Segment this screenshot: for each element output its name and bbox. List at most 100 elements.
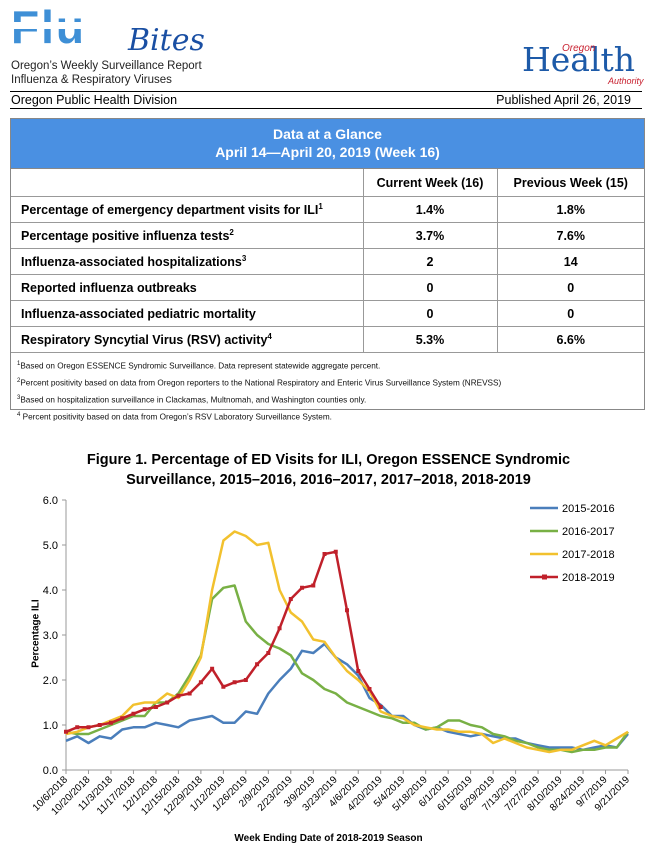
data-point [165,700,170,705]
oha-logo-oregon: Oregon [562,43,596,54]
table-row: Influenza-associated hospitalizations3 2… [11,248,644,275]
current-value: 1.4% [363,196,498,223]
data-point [108,720,113,725]
previous-value: 6.6% [497,326,644,353]
previous-value: 1.8% [497,196,644,223]
data-point [198,680,203,685]
table-row: Percentage of emergency department visit… [11,196,644,223]
data-point [131,711,136,716]
oha-logo-health: Health [522,40,636,79]
y-tick-label: 0.0 [43,765,58,777]
data-point [221,684,226,689]
data-point [176,693,181,698]
y-tick-label: 4.0 [43,585,58,597]
data-point [367,687,372,691]
legend-label: 2018-2019 [562,572,615,584]
data-point [97,723,102,727]
row-label: Respiratory Syncytial Virus (RSV) activi… [11,326,364,353]
division-name: Oregon Public Health Division [11,93,178,107]
current-week-header: Current Week (16) [363,169,498,197]
table-row: Respiratory Syncytial Virus (RSV) activi… [11,326,644,353]
data-at-a-glance: Data at a Glance April 14—April 20, 2019… [10,118,645,422]
header-divider [10,91,642,92]
blank-header-cell [11,169,364,197]
glance-title: Data at a Glance [273,126,382,142]
footnote: 3Based on hospitalization surveillance i… [17,394,367,405]
data-point [378,705,383,709]
legend-label: 2017-2018 [562,549,615,561]
previous-value: 0 [497,300,644,327]
data-point [333,549,338,554]
glance-date-range: April 14—April 20, 2019 (Week 16) [215,144,440,160]
current-value: 3.7% [363,222,498,249]
data-point [75,725,80,730]
data-point [288,597,293,601]
y-tick-label: 3.0 [43,630,58,642]
table-row: Reported influenza outbreaks 0 0 [11,274,644,301]
data-point [64,729,68,734]
data-point [277,626,282,631]
data-point [232,680,237,685]
y-tick-label: 1.0 [43,720,58,732]
report-subtitle: Oregon’s Weekly Surveillance Report [11,60,202,72]
row-label: Influenza-associated hospitalizations3 [11,248,364,275]
current-value: 5.3% [363,326,498,353]
table-row: Influenza-associated pediatric mortality… [11,300,644,327]
data-point [345,608,349,613]
y-tick-label: 6.0 [43,495,58,507]
chart-title: Figure 1. Percentage of ED Visits for IL… [0,450,657,490]
glance-column-headers: Current Week (16) Previous Week (15) [11,169,644,197]
footnote: 2Percent positivity based on data from O… [17,377,502,388]
x-axis-label: Week Ending Date of 2018-2019 Season [234,833,423,844]
legend-marker [542,574,547,580]
y-tick-label: 2.0 [43,675,58,687]
footnotes: 1Based on Oregon ESSENCE Syndromic Surve… [11,353,644,425]
row-label: Percentage positive influenza tests2 [11,222,364,249]
previous-value: 7.6% [497,222,644,249]
report-header: Flu Bites Oregon’s Weekly Surveillance R… [0,0,657,95]
oha-logo-authority: Authority [608,76,644,86]
header-divider-bottom [10,108,642,109]
data-point [300,585,305,590]
table-row: Percentage positive influenza tests2 3.7… [11,222,644,249]
previous-value: 14 [497,248,644,275]
flubites-logo: Flu [11,2,94,52]
data-point [142,707,147,712]
row-label: Influenza-associated pediatric mortality [11,300,364,327]
series-line-2016-2017 [65,584,630,754]
row-label: Reported influenza outbreaks [11,274,364,301]
series-line-2015-2016 [65,642,629,752]
data-point [356,669,361,673]
previous-value: 0 [497,274,644,301]
data-point [243,678,248,682]
oregon-health-authority-logo: Health Oregon Authority [522,40,647,88]
series-line-2017-2018 [65,530,629,754]
data-point [255,662,260,667]
current-value: 0 [363,274,498,301]
data-point [210,666,215,671]
glance-header: Data at a Glance April 14—April 20, 2019… [11,119,644,169]
chart-title-line-1: Figure 1. Percentage of ED Visits for IL… [86,452,571,468]
legend-label: 2016-2017 [562,526,615,538]
row-label: Percentage of emergency department visit… [11,196,364,223]
report-subtitle-2: Influenza & Respiratory Viruses [11,74,172,86]
data-point [266,651,271,655]
current-value: 0 [363,300,498,327]
logo-bites-text: Bites [128,23,205,58]
series-line-2018-2019 [65,550,382,733]
data-point [86,725,91,730]
data-point [322,552,327,556]
published-date: Published April 26, 2019 [496,93,631,107]
footnote: 4 Percent positivity based on data from … [17,411,332,422]
footnote: 1Based on Oregon ESSENCE Syndromic Surve… [17,361,381,371]
legend-label: 2015-2016 [562,503,615,515]
previous-week-header: Previous Week (15) [497,169,644,197]
data-point [187,691,192,696]
y-tick-label: 5.0 [43,540,58,552]
ili-line-chart: 0.01.02.03.04.05.06.010/6/201810/20/2018… [31,495,633,818]
chart-title-line-2: Surveillance, 2015–2016, 2016–2017, 2017… [126,472,531,488]
data-point [311,583,316,588]
data-point [153,705,158,709]
glance-table: Current Week (16) Previous Week (15) Per… [11,169,644,353]
data-point [120,716,125,721]
